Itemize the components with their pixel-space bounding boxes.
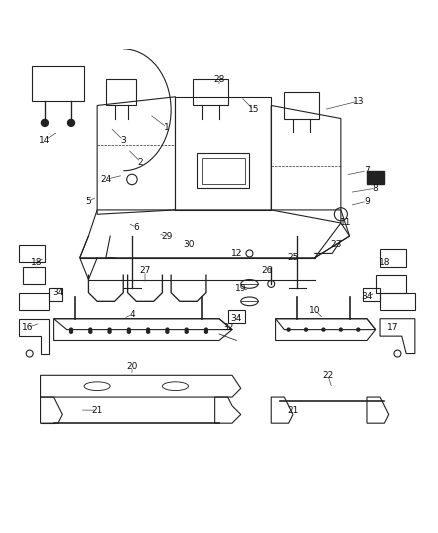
Text: 21: 21 [92, 406, 103, 415]
Circle shape [304, 327, 308, 332]
Polygon shape [367, 171, 385, 184]
Text: 18: 18 [378, 257, 390, 266]
Text: 16: 16 [22, 323, 33, 332]
Text: 28: 28 [213, 75, 225, 84]
Circle shape [107, 327, 112, 332]
Circle shape [184, 329, 189, 334]
Circle shape [339, 327, 343, 332]
Text: 24: 24 [100, 175, 111, 184]
Text: 2: 2 [138, 158, 144, 166]
Text: 34: 34 [231, 314, 242, 323]
Text: 18: 18 [31, 257, 42, 266]
Text: 10: 10 [309, 305, 321, 314]
Text: 9: 9 [364, 197, 370, 206]
Text: 14: 14 [39, 136, 51, 145]
Circle shape [127, 327, 131, 332]
Text: 7: 7 [364, 166, 370, 175]
Text: 21: 21 [287, 406, 299, 415]
Circle shape [42, 119, 48, 126]
Text: 20: 20 [126, 362, 138, 371]
Circle shape [69, 327, 73, 332]
Text: 25: 25 [287, 253, 299, 262]
Circle shape [69, 329, 73, 334]
Text: 32: 32 [222, 323, 233, 332]
Circle shape [204, 327, 208, 332]
Text: 34: 34 [361, 293, 373, 302]
Text: 29: 29 [161, 231, 173, 240]
Circle shape [165, 327, 170, 332]
Text: 12: 12 [231, 249, 242, 258]
Text: 27: 27 [139, 266, 151, 276]
Text: 11: 11 [339, 219, 351, 228]
Bar [201, 158, 245, 184]
Text: 23: 23 [331, 240, 342, 249]
Circle shape [127, 329, 131, 334]
Circle shape [165, 329, 170, 334]
Circle shape [356, 327, 360, 332]
Text: 5: 5 [85, 197, 91, 206]
Circle shape [146, 329, 150, 334]
Circle shape [67, 119, 74, 126]
Text: 13: 13 [353, 96, 364, 106]
Text: 17: 17 [387, 323, 399, 332]
Text: 30: 30 [183, 240, 194, 249]
Circle shape [107, 329, 112, 334]
Text: 4: 4 [129, 310, 135, 319]
Circle shape [146, 327, 150, 332]
Text: 22: 22 [322, 371, 333, 380]
Text: 15: 15 [248, 106, 260, 114]
Text: 6: 6 [134, 223, 139, 232]
Text: 3: 3 [120, 136, 126, 145]
Circle shape [321, 327, 325, 332]
Circle shape [204, 329, 208, 334]
Circle shape [88, 327, 92, 332]
Text: 19: 19 [235, 284, 247, 293]
Bar [197, 154, 250, 188]
Text: 26: 26 [261, 266, 272, 276]
Text: 1: 1 [164, 123, 170, 132]
Text: 8: 8 [373, 184, 378, 192]
Circle shape [88, 329, 92, 334]
Circle shape [184, 327, 189, 332]
Circle shape [286, 327, 291, 332]
Text: 34: 34 [52, 288, 64, 297]
